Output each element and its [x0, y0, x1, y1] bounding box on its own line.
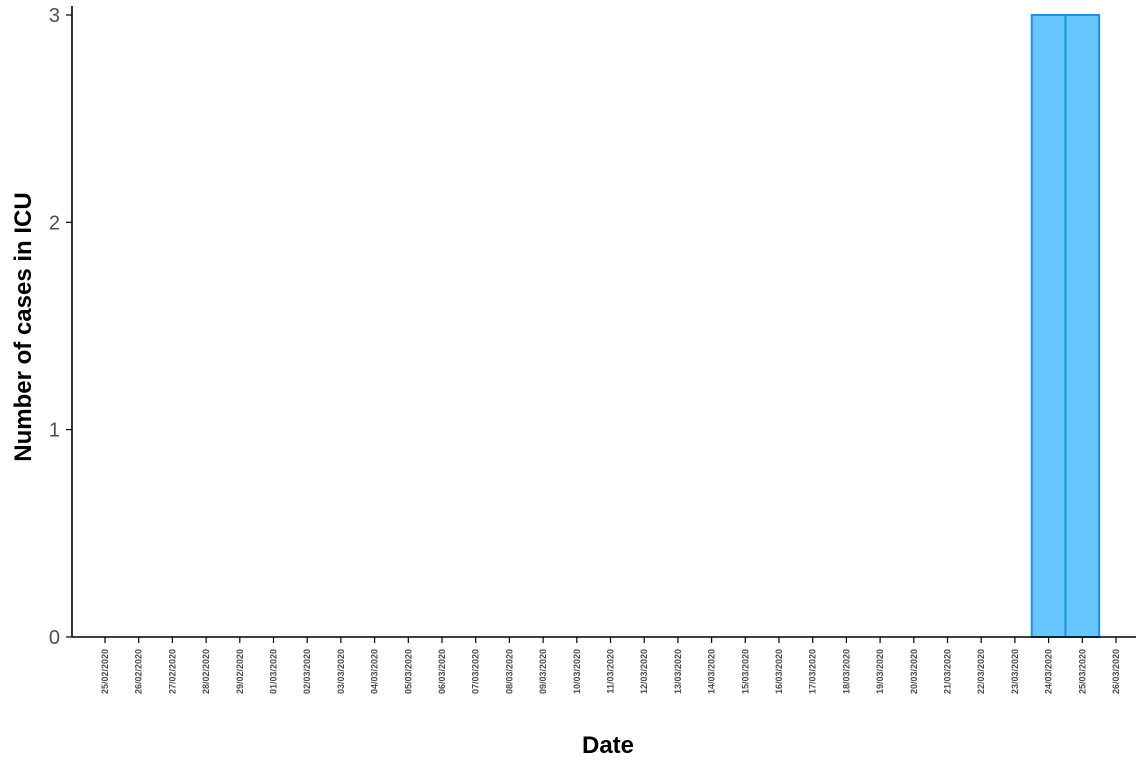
- axes-layer: [71, 6, 1136, 638]
- x-tick-label: 11/03/2020: [606, 649, 616, 694]
- y-tick-label: 3: [49, 5, 60, 27]
- x-tick-label: 13/03/2020: [673, 649, 683, 694]
- x-axis-title: Date: [582, 732, 634, 759]
- x-tick-label: 08/03/2020: [504, 649, 514, 694]
- x-tick-label: 28/02/2020: [201, 649, 211, 694]
- x-tick-label: 15/03/2020: [740, 649, 750, 694]
- x-tick-label: 03/03/2020: [336, 649, 346, 694]
- x-tick-label: 07/03/2020: [471, 649, 481, 694]
- x-tick-label: 14/03/2020: [707, 649, 717, 694]
- x-ticks: 25/02/2020 26/02/2020 27/02/2020 28/02/2020…: [100, 637, 1121, 694]
- x-tick-label: 12/03/2020: [639, 649, 649, 694]
- x-tick-label: 27/02/2020: [167, 649, 177, 694]
- x-tick-label: 01/03/2020: [269, 649, 279, 694]
- y-tick-label: 0: [49, 627, 60, 649]
- x-tick-label: 25/03/2020: [1077, 649, 1087, 694]
- x-tick-label: 16/03/2020: [774, 649, 784, 694]
- x-tick-label: 20/03/2020: [909, 649, 919, 694]
- y-tick-label: 2: [49, 212, 60, 234]
- x-tick-label: 05/03/2020: [403, 649, 413, 694]
- x-tick-label: 24/03/2020: [1044, 649, 1054, 694]
- y-tick-label: 1: [49, 420, 60, 442]
- x-tick-label: 09/03/2020: [538, 649, 548, 694]
- x-tick-label: 02/03/2020: [302, 649, 312, 694]
- x-tick-label: 21/03/2020: [943, 649, 953, 694]
- x-tick-label: 10/03/2020: [572, 649, 582, 694]
- x-tick-label: 26/02/2020: [134, 649, 144, 694]
- x-tick-label: 29/02/2020: [235, 649, 245, 694]
- y-ticks: 0 1 2 3: [49, 5, 72, 649]
- x-tick-label: 23/03/2020: [1010, 649, 1020, 694]
- x-tick-label: 19/03/2020: [875, 649, 885, 694]
- x-tick-label: 26/03/2020: [1111, 649, 1121, 694]
- bar: [1030, 14, 1067, 638]
- y-axis-title: Number of cases in ICU: [10, 192, 37, 461]
- x-tick-label: 04/03/2020: [370, 649, 380, 694]
- x-tick-label: 22/03/2020: [976, 649, 986, 694]
- x-tick-label: 06/03/2020: [437, 649, 447, 694]
- x-tick-label: 18/03/2020: [841, 649, 851, 694]
- x-tick-label: 17/03/2020: [808, 649, 818, 694]
- bars-layer: [1030, 14, 1101, 638]
- x-tick-label: 25/02/2020: [100, 649, 110, 694]
- bar: [1064, 14, 1101, 638]
